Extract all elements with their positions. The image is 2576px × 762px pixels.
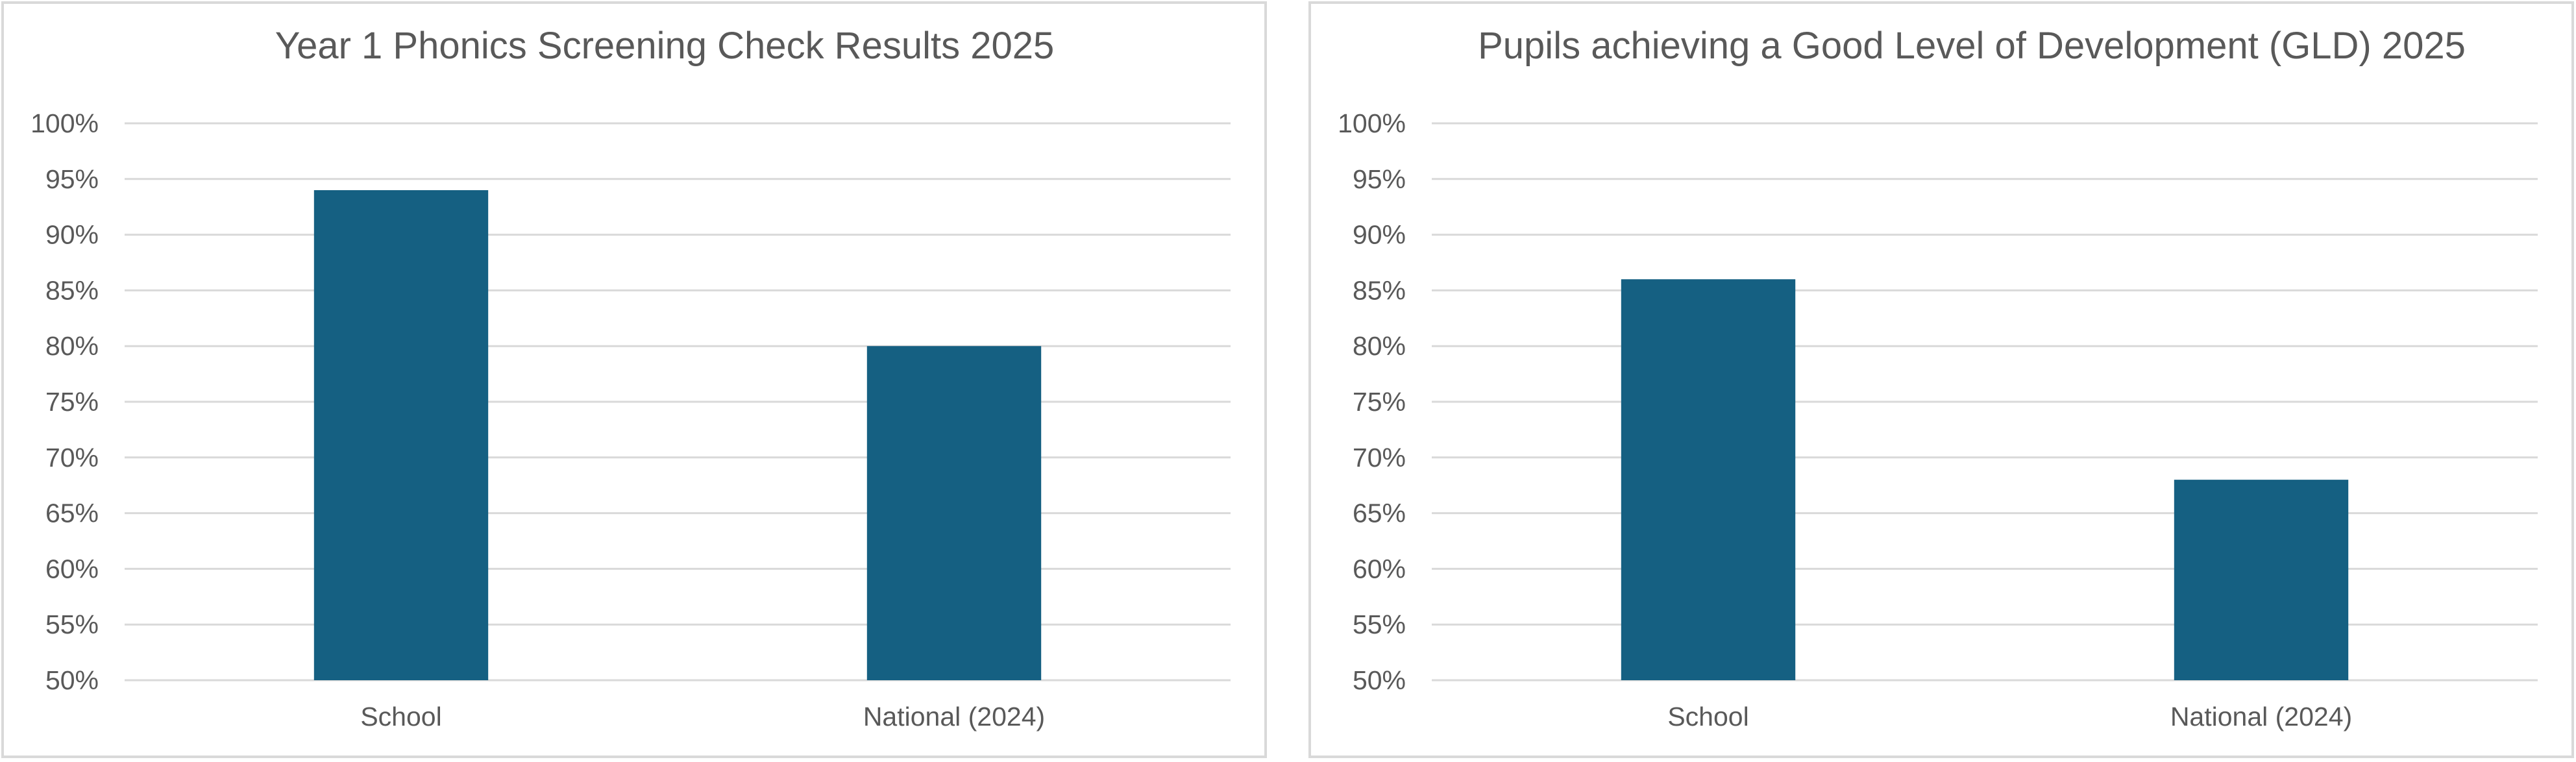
bar-national-2024	[866, 346, 1042, 680]
y-tick-label: 95%	[45, 164, 99, 194]
x-category-label: National (2024)	[2170, 702, 2352, 731]
chart-title: Year 1 Phonics Screening Check Results 2…	[275, 25, 1054, 67]
x-category-label: School	[360, 702, 441, 731]
y-tick-label: 85%	[1353, 275, 1406, 305]
y-tick-label: 100%	[1338, 108, 1406, 138]
y-tick-label: 55%	[45, 609, 99, 639]
chart-panel-phonics: Year 1 Phonics Screening Check Results 2…	[1, 1, 1267, 758]
y-tick-label: 80%	[45, 331, 99, 361]
y-tick-label: 80%	[1353, 331, 1406, 361]
y-tick-label: 65%	[1353, 498, 1406, 528]
y-tick-label: 60%	[1353, 554, 1406, 584]
chart-phonics: Year 1 Phonics Screening Check Results 2…	[31, 25, 1231, 731]
y-tick-label: 60%	[45, 554, 99, 584]
chart-gld: Pupils achieving a Good Level of Develop…	[1338, 25, 2538, 731]
bar-national-2024	[2174, 480, 2349, 680]
y-tick-label: 100%	[31, 108, 99, 138]
y-tick-label: 55%	[1353, 609, 1406, 639]
y-tick-label: 90%	[45, 220, 99, 250]
y-tick-label: 90%	[1353, 220, 1406, 250]
chart-panel-gld: Pupils achieving a Good Level of Develop…	[1308, 1, 2574, 758]
y-tick-label: 50%	[1353, 665, 1406, 695]
x-category-label: School	[1667, 702, 1748, 731]
chart-title: Pupils achieving a Good Level of Develop…	[1478, 25, 2466, 67]
y-tick-label: 75%	[1353, 387, 1406, 417]
y-tick-label: 65%	[45, 498, 99, 528]
y-tick-label: 75%	[45, 387, 99, 417]
bar-school	[313, 190, 489, 681]
x-category-label: National (2024)	[863, 702, 1045, 731]
bar-school	[1621, 279, 1796, 680]
y-tick-label: 70%	[45, 443, 99, 473]
y-tick-label: 95%	[1353, 164, 1406, 194]
y-tick-label: 50%	[45, 665, 99, 695]
y-tick-label: 85%	[45, 275, 99, 305]
y-tick-label: 70%	[1353, 443, 1406, 473]
